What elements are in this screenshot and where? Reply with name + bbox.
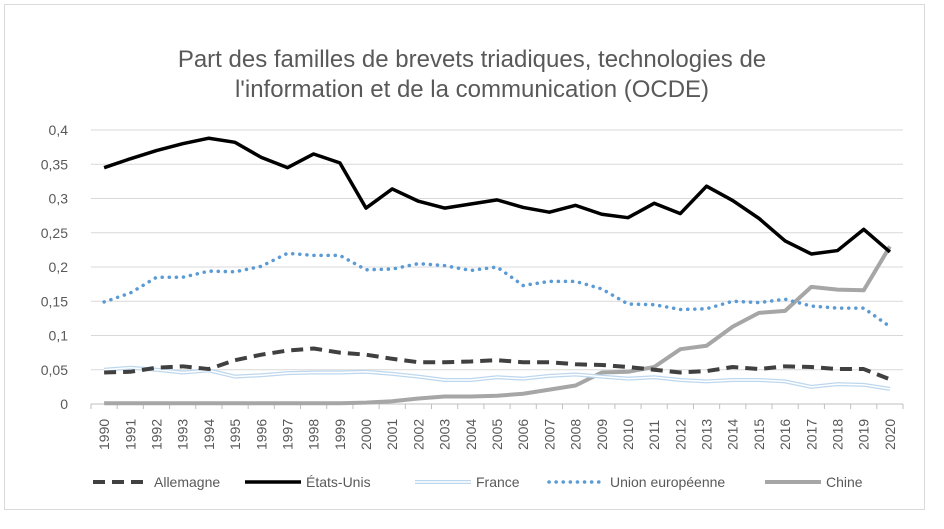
- legend-item: France: [415, 474, 520, 490]
- y-tick-label: 0,15: [41, 293, 68, 309]
- y-tick-label: 0,4: [49, 122, 69, 138]
- x-tick-label: 2016: [777, 419, 793, 450]
- y-axis-ticks: 0 0,05 0,1 0,15 0,2 0,25 0,3 0,35 0,4: [41, 122, 68, 412]
- x-axis-ticks: 1990 1991 1992 1993 1994 1995 1996 1997 1998 1999…: [90, 404, 904, 450]
- gridlines: [91, 129, 903, 405]
- y-tick-label: 0,35: [41, 156, 68, 172]
- y-tick-label: 0,1: [49, 328, 69, 344]
- x-tick-label: 2006: [515, 419, 531, 450]
- x-tick-label: 2019: [856, 419, 872, 450]
- x-tick-label: 1999: [332, 419, 348, 450]
- x-tick-label: 1990: [96, 419, 112, 450]
- legend-label: États-Unis: [306, 474, 371, 490]
- x-tick-label: 2008: [568, 419, 584, 450]
- legend-label: Allemagne: [154, 474, 220, 490]
- x-tick-label: 2000: [358, 419, 374, 450]
- x-tick-label: 2005: [489, 419, 505, 450]
- series-line: [102, 251, 892, 329]
- line-chart: Part des familles de brevets triadiques,…: [41, 46, 904, 490]
- x-tick-label: 2009: [594, 419, 610, 450]
- legend-label: Chine: [826, 474, 863, 490]
- x-tick-label: 2017: [803, 419, 819, 450]
- legend: Allemagne États-Unis France Union européenn…: [93, 474, 863, 490]
- series-union-européenne: [102, 251, 892, 329]
- x-tick-label: 1992: [148, 419, 164, 450]
- series-line: [103, 136, 892, 256]
- x-tick-label: 2001: [384, 419, 400, 450]
- chart-frame: Part des familles de brevets triadiques,…: [4, 4, 925, 510]
- x-tick-label: 2007: [541, 419, 557, 450]
- x-tick-label: 1997: [279, 419, 295, 450]
- series-line: [103, 365, 891, 391]
- x-tick-label: 2003: [437, 419, 453, 450]
- y-tick-label: 0,2: [49, 259, 69, 275]
- x-tick-label: 1991: [122, 419, 138, 450]
- x-tick-label: 2013: [699, 419, 715, 450]
- legend-item: Chine: [765, 474, 863, 490]
- series-lines: [102, 136, 892, 406]
- legend-item: Allemagne: [93, 474, 220, 490]
- x-tick-label: 1993: [175, 419, 191, 450]
- y-tick-label: 0: [60, 396, 68, 412]
- series-line: [104, 245, 892, 406]
- x-tick-label: 2020: [882, 419, 898, 450]
- legend-label: France: [476, 474, 520, 490]
- x-tick-label: 2018: [830, 419, 846, 450]
- y-tick-label: 0,25: [41, 225, 68, 241]
- legend-item: États-Unis: [245, 474, 371, 490]
- series-chine: [104, 245, 892, 406]
- x-tick-label: 1995: [227, 419, 243, 450]
- x-tick-label: 2015: [751, 419, 767, 450]
- series-france: [103, 365, 891, 391]
- y-tick-label: 0,3: [49, 191, 69, 207]
- legend-item: Union européenne: [547, 474, 725, 490]
- x-tick-label: 2014: [725, 419, 741, 450]
- x-tick-label: 2004: [463, 419, 479, 450]
- series-line: [104, 366, 891, 390]
- series-états-unis: [103, 136, 892, 256]
- x-tick-label: 2002: [410, 419, 426, 450]
- y-tick-label: 0,05: [41, 362, 68, 378]
- x-tick-label: 2011: [646, 420, 662, 450]
- x-tick-label: 1996: [253, 419, 269, 450]
- legend-label: Union européenne: [610, 474, 725, 490]
- x-tick-label: 2010: [620, 419, 636, 450]
- x-tick-label: 2012: [672, 419, 688, 450]
- chart-title-line-2: l'information et de la communication (OC…: [235, 76, 709, 103]
- x-tick-label: 1994: [201, 419, 217, 450]
- chart-title-line-1: Part des familles de brevets triadiques,…: [178, 46, 766, 73]
- x-tick-label: 1998: [306, 419, 322, 450]
